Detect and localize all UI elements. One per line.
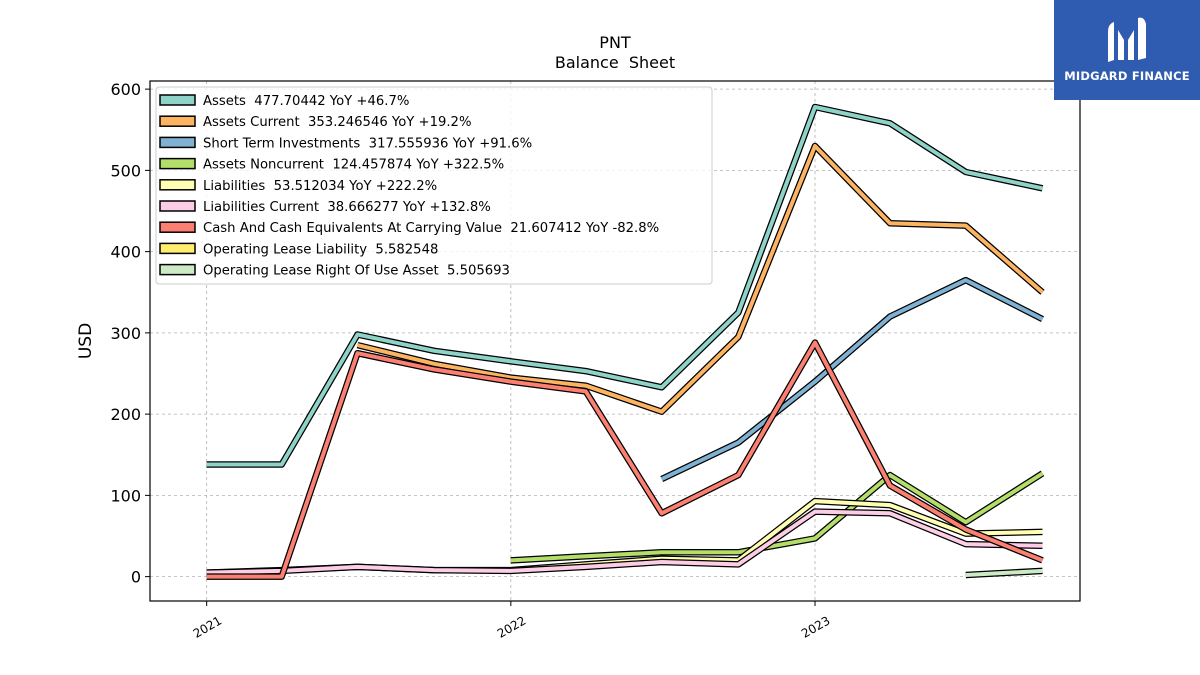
y-tick-label: 300 (110, 324, 141, 343)
midgard-m-logo-icon (1108, 17, 1146, 62)
legend-entry-label: Assets Noncurrent 124.457874 YoY +322.5% (203, 158, 504, 173)
legend-swatch (159, 200, 196, 212)
legend-box (155, 86, 713, 285)
series-lines (206, 103, 1045, 580)
legend-swatch (159, 115, 196, 127)
x-axis-ticks: 2021 2022 2023 (191, 601, 833, 641)
x-tick-label: 2022 (495, 613, 528, 640)
y-tick-label: 600 (110, 80, 141, 99)
legend-entry-label: Assets Current 353.246546 YoY +19.2% (203, 115, 471, 130)
y-tick-label: 200 (110, 405, 141, 424)
chart-title: PNT (599, 33, 631, 52)
chart-subtitle: Balance Sheet (555, 53, 675, 72)
legend-swatch (159, 263, 196, 276)
legend-entry-label: Short Term Investments 317.555936 YoY +9… (203, 136, 532, 151)
legend-entry-label: Liabilities 53.512034 YoY +222.2% (203, 179, 437, 194)
y-axis-ticks: 0 100 200 300 400 500 600 (110, 80, 150, 587)
legend-entry-label: Cash And Cash Equivalents At Carrying Va… (203, 221, 659, 236)
x-tick-label: 2023 (799, 613, 832, 640)
legend: Assets 477.70442 YoY +46.7% Assets Curren… (155, 86, 713, 285)
plot-area-frame (149, 80, 1081, 602)
x-tick-label: 2021 (191, 613, 224, 640)
y-axis-label: USD (76, 323, 96, 359)
legend-entry-label: Assets 477.70442 YoY +46.7% (203, 94, 409, 109)
series-line-0 (206, 105, 1043, 467)
series-line-3 (510, 471, 1044, 563)
series-line-outline-2 (660, 276, 1044, 483)
series-line-8 (965, 568, 1043, 577)
y-tick-label: 0 (131, 568, 141, 587)
legend-swatch (159, 179, 196, 191)
y-tick-label: 100 (110, 486, 141, 505)
legend-swatch (159, 221, 196, 233)
legend-entry-label: Operating Lease Liability 5.582548 (203, 242, 438, 257)
y-tick-label: 500 (110, 161, 141, 180)
y-tick-label: 400 (110, 243, 141, 262)
legend-entry-label: Liabilities Current 38.666277 YoY +132.8… (203, 200, 491, 215)
legend-swatch (159, 94, 196, 106)
series-line-2 (660, 278, 1044, 481)
logo-text: MIDGARD FINANCE (1064, 69, 1190, 83)
legend-swatch (159, 242, 196, 255)
legend-swatch (159, 157, 196, 170)
series-line-5 (206, 509, 1043, 575)
series-line-6 (206, 340, 1044, 579)
legend-entry-label: Operating Lease Right Of Use Asset 5.505… (203, 264, 510, 279)
series-line-1 (357, 144, 1044, 414)
legend-swatch (159, 136, 196, 149)
midgard-finance-logo: MIDGARD FINANCE (1054, 0, 1200, 100)
